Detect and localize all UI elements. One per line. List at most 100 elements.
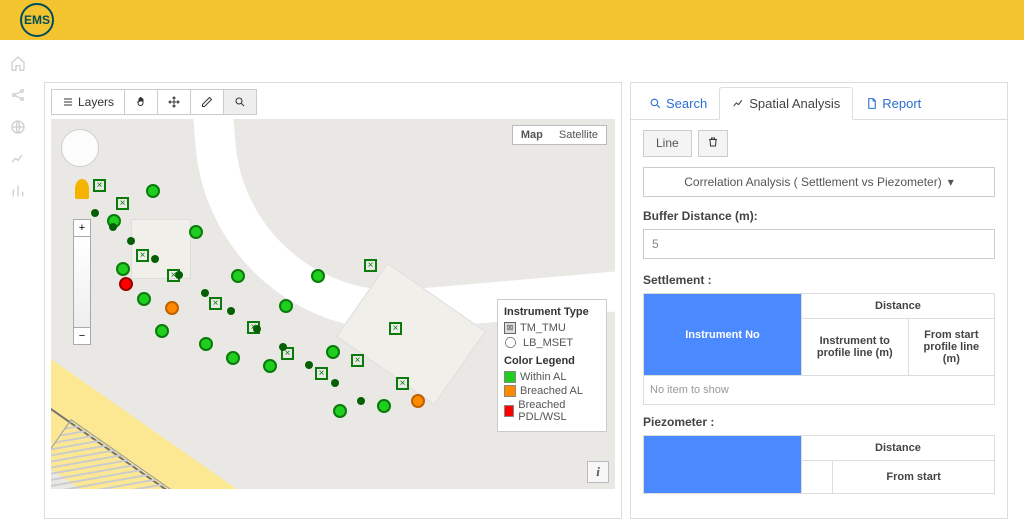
marker-green[interactable]: [146, 184, 160, 198]
color-swatch: [504, 405, 514, 417]
settlement-label: Settlement :: [643, 273, 995, 287]
marker-dot[interactable]: [201, 289, 209, 297]
globe-icon[interactable]: [10, 119, 26, 135]
delete-button[interactable]: [698, 130, 728, 157]
document-icon: [865, 97, 878, 110]
legend-title-color: Color Legend: [504, 355, 600, 367]
piezometer-label: Piezometer :: [643, 415, 995, 429]
chart-icon: [732, 97, 745, 110]
marker-dot[interactable]: [227, 307, 235, 315]
map-info-button[interactable]: i: [587, 461, 609, 483]
zoom-out-button[interactable]: −: [73, 327, 91, 345]
marker-dot[interactable]: [331, 379, 339, 387]
marker-green[interactable]: [311, 269, 325, 283]
marker-green[interactable]: [199, 337, 213, 351]
home-icon[interactable]: [10, 55, 26, 71]
map-type-toggle: Map Satellite: [512, 125, 607, 145]
legend-item[interactable]: LB_MSET: [504, 336, 600, 349]
caret-down-icon: ▾: [948, 175, 954, 189]
marker-dot[interactable]: [279, 343, 287, 351]
tabs: Search Spatial Analysis Report: [631, 87, 1007, 120]
buffer-distance-label: Buffer Distance (m):: [643, 209, 995, 223]
marker-box[interactable]: ×: [136, 249, 149, 262]
spatial-tab-body: Line Correlation Analysis ( Settlement v…: [631, 120, 1007, 514]
legend-title-instrument: Instrument Type: [504, 306, 600, 318]
marker-dot[interactable]: [175, 271, 183, 279]
marker-box[interactable]: ×: [396, 377, 409, 390]
map-type-satellite[interactable]: Satellite: [551, 126, 606, 144]
bar-chart-icon[interactable]: [10, 183, 26, 199]
marker-box[interactable]: ×: [351, 354, 364, 367]
marker-dot[interactable]: [109, 223, 117, 231]
marker-green[interactable]: [231, 269, 245, 283]
map-toolbar: Layers: [51, 89, 615, 115]
marker-green[interactable]: [116, 262, 130, 276]
search-icon: [234, 96, 246, 108]
legend-item[interactable]: ⊠ TM_TMU: [504, 322, 600, 334]
map-canvas[interactable]: + − Map Satellite i Instrument Type ⊠ TM…: [51, 119, 615, 489]
marker-dot[interactable]: [151, 255, 159, 263]
legend-label: Breached AL: [520, 385, 583, 397]
th-distance: Distance: [801, 436, 994, 461]
table-empty-msg: No item to show: [644, 376, 995, 405]
list-icon: [62, 96, 74, 108]
buffer-distance-input[interactable]: [643, 229, 995, 259]
marker-box[interactable]: ×: [389, 322, 402, 335]
search-map-button[interactable]: [224, 89, 257, 115]
marker-box[interactable]: ×: [116, 197, 129, 210]
marker-orange[interactable]: [411, 394, 425, 408]
marker-green[interactable]: [279, 299, 293, 313]
top-header: EMS: [0, 0, 1024, 40]
marker-dot[interactable]: [253, 325, 261, 333]
marker-orange[interactable]: [165, 301, 179, 315]
settlement-table: Instrument No Distance Instrument to pro…: [643, 293, 995, 405]
marker-box[interactable]: ×: [93, 179, 106, 192]
legend-label: TM_TMU: [520, 322, 566, 334]
marker-green[interactable]: [226, 351, 240, 365]
pan-button[interactable]: [125, 89, 158, 115]
pegman-icon[interactable]: [75, 179, 89, 199]
th-distance: Distance: [801, 294, 994, 319]
map-panel: Layers + − Map Satellite: [44, 82, 622, 519]
tab-search[interactable]: Search: [637, 87, 719, 119]
tab-spatial[interactable]: Spatial Analysis: [719, 87, 853, 120]
marker-box[interactable]: ×: [364, 259, 377, 272]
marker-box[interactable]: ×: [209, 297, 222, 310]
search-icon: [649, 97, 662, 110]
marker-red[interactable]: [119, 277, 133, 291]
marker-green[interactable]: [377, 399, 391, 413]
line-button[interactable]: Line: [643, 130, 692, 157]
marker-green[interactable]: [137, 292, 151, 306]
map-pan-control[interactable]: [61, 129, 99, 167]
zoom-slider[interactable]: [73, 237, 91, 327]
marker-green[interactable]: [155, 324, 169, 338]
marker-green[interactable]: [326, 345, 340, 359]
tab-report[interactable]: Report: [853, 87, 933, 119]
th-from-start: From start: [833, 461, 995, 494]
map-legend: Instrument Type ⊠ TM_TMU LB_MSET Color L…: [497, 299, 607, 432]
legend-label: Breached PDL/WSL: [518, 399, 600, 423]
marker-green[interactable]: [333, 404, 347, 418]
draw-button[interactable]: [191, 89, 224, 115]
marker-green[interactable]: [263, 359, 277, 373]
map-type-map[interactable]: Map: [513, 126, 551, 144]
legend-radio[interactable]: [505, 337, 516, 348]
th-from-start: From start profile line (m): [908, 319, 994, 376]
logo: EMS: [20, 3, 54, 37]
share-icon[interactable]: [10, 87, 26, 103]
legend-color-item: Breached PDL/WSL: [504, 399, 600, 423]
layers-button[interactable]: Layers: [51, 89, 125, 115]
move-button[interactable]: [158, 89, 191, 115]
marker-dot[interactable]: [91, 209, 99, 217]
marker-dot[interactable]: [357, 397, 365, 405]
zoom-in-button[interactable]: +: [73, 219, 91, 237]
analysis-dropdown[interactable]: Correlation Analysis ( Settlement vs Pie…: [643, 167, 995, 197]
tab-label: Spatial Analysis: [749, 96, 840, 111]
marker-dot[interactable]: [127, 237, 135, 245]
marker-green[interactable]: [189, 225, 203, 239]
right-panel: Search Spatial Analysis Report Line Corr…: [630, 82, 1008, 519]
chart-line-icon[interactable]: [10, 151, 26, 167]
marker-dot[interactable]: [305, 361, 313, 369]
pencil-icon: [201, 96, 213, 108]
marker-box[interactable]: ×: [315, 367, 328, 380]
